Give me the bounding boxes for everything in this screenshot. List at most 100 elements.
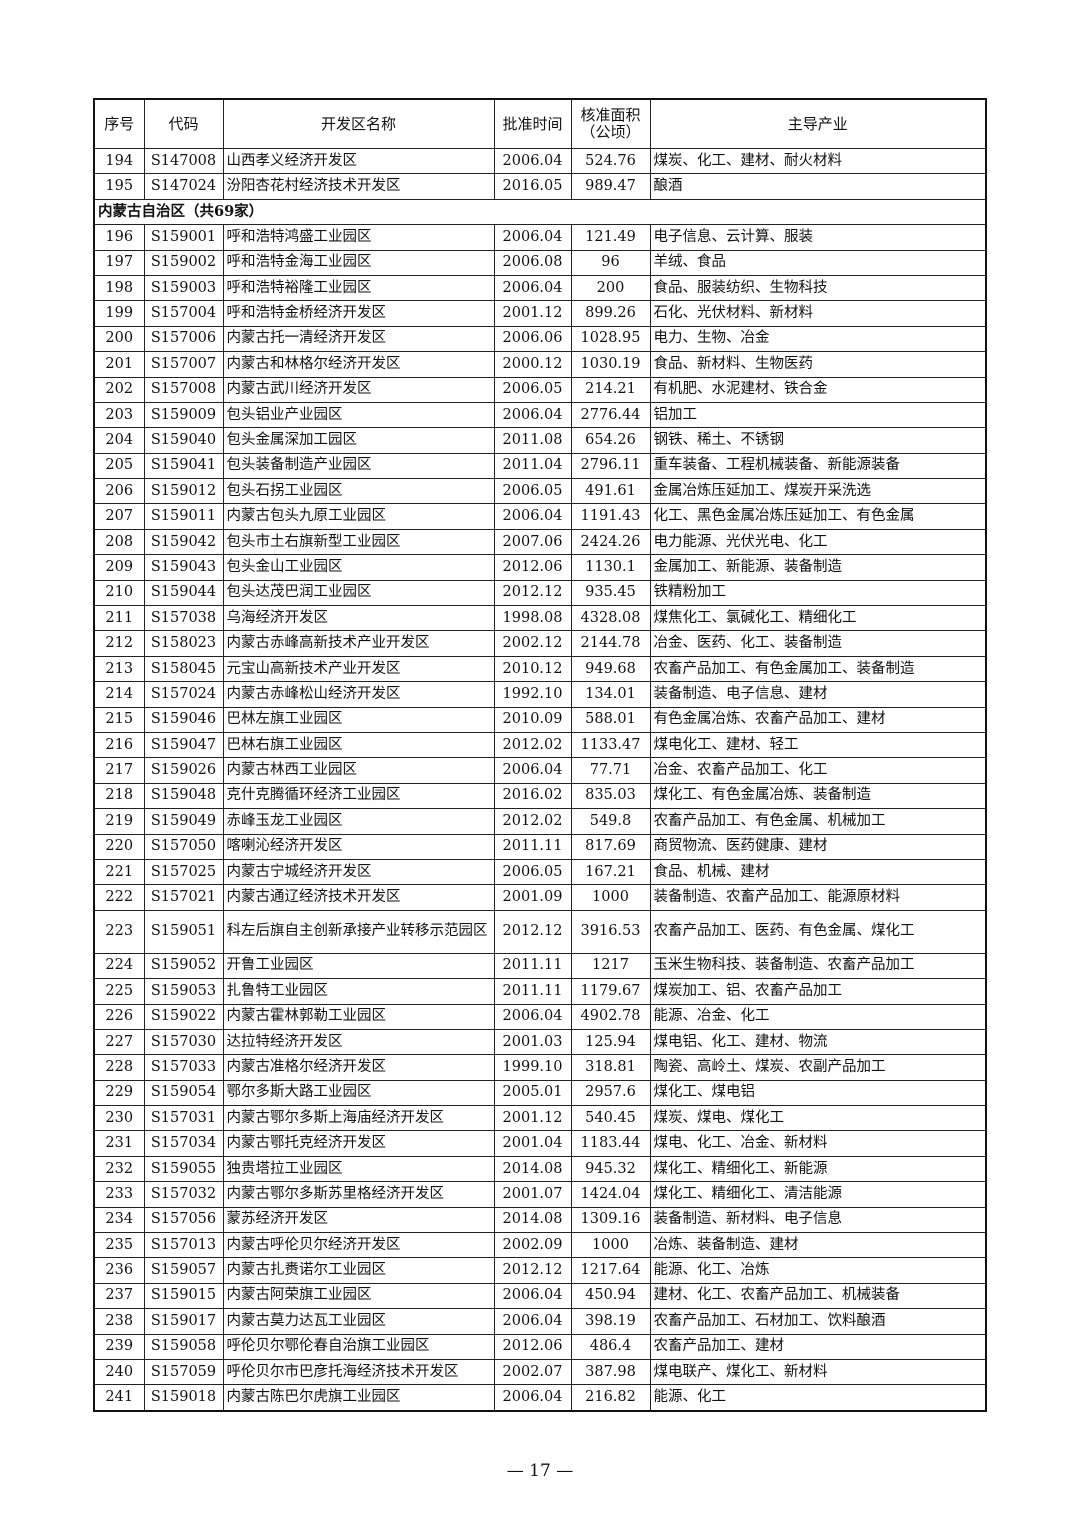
cell-zone-name: 内蒙古林西工业园区 <box>222 757 495 784</box>
cell-approval-date: 2002.09 <box>493 1232 572 1259</box>
cell-approval-date: 2001.04 <box>493 1130 572 1157</box>
cell-area: 524.76 <box>570 147 651 175</box>
cell-area: 486.4 <box>570 1333 651 1360</box>
cell-industry: 装备制造、电子信息、建材 <box>649 681 987 708</box>
table-row: 204 S159040 包头金属深加工园区 2011.08 654.26 钢铁、稀土、不锈… <box>93 427 987 454</box>
cell-serial: 219 <box>93 808 145 835</box>
cell-code: S147008 <box>143 147 224 175</box>
cell-industry: 煤炭、煤电、煤化工 <box>649 1105 987 1132</box>
cell-approval-date: 2005.01 <box>493 1079 572 1107</box>
cell-industry: 装备制造、农畜产品加工、能源原材料 <box>649 884 987 911</box>
cell-approval-date: 2012.06 <box>493 1333 572 1360</box>
cell-code: S159011 <box>143 503 224 530</box>
cell-serial: 225 <box>93 978 145 1005</box>
cell-zone-name: 内蒙古陈巴尔虎旗工业园区 <box>222 1384 495 1412</box>
table-row: 228 S157033 内蒙古准格尔经济开发区 1999.10 318.81 陶瓷、高岭土… <box>93 1054 987 1081</box>
cell-area: 2424.26 <box>570 528 651 556</box>
cell-approval-date: 2001.07 <box>493 1181 572 1208</box>
cell-approval-date: 2006.05 <box>493 376 572 403</box>
cell-area: 318.81 <box>570 1054 651 1081</box>
cell-serial: 241 <box>93 1384 145 1412</box>
cell-serial: 237 <box>93 1282 145 1310</box>
cell-approval-date: 2012.12 <box>493 909 572 954</box>
cell-code: S157032 <box>143 1181 224 1208</box>
cell-zone-name: 内蒙古阿荣旗工业园区 <box>222 1282 495 1310</box>
cell-zone-name: 包头市土右旗新型工业园区 <box>222 528 495 556</box>
cell-zone-name: 内蒙古鄂尔多斯上海庙经济开发区 <box>222 1105 495 1132</box>
cell-code: S159058 <box>143 1333 224 1360</box>
cell-industry: 羊绒、食品 <box>649 249 987 276</box>
section-row: 内蒙古自治区（共69家） <box>93 198 987 226</box>
cell-industry: 玉米生物科技、装备制造、农畜产品加工 <box>649 952 987 980</box>
cell-serial: 234 <box>93 1206 145 1234</box>
cell-approval-date: 2006.04 <box>493 1282 572 1310</box>
cell-zone-name: 独贵塔拉工业园区 <box>222 1155 495 1183</box>
cell-zone-name: 内蒙古扎赉诺尔工业园区 <box>222 1257 495 1284</box>
table-row: 220 S157050 喀喇沁经济开发区 2011.11 817.69 商贸物流、医药健康… <box>93 833 987 860</box>
cell-industry: 电子信息、云计算、服装 <box>649 224 987 251</box>
cell-area: 945.32 <box>570 1155 651 1183</box>
cell-zone-name: 扎鲁特工业园区 <box>222 978 495 1005</box>
table-row: 240 S157059 呼伦贝尔市巴彦托海经济技术开发区 2002.07 387.98 煤… <box>93 1358 987 1386</box>
cell-area: 989.47 <box>570 173 651 200</box>
table-row: 195 S147024 汾阳杏花村经济技术开发区 2016.05 989.47 酿酒 <box>93 173 987 200</box>
cell-approval-date: 2006.06 <box>493 325 572 353</box>
table-row: 234 S157056 蒙苏经济开发区 2014.08 1309.16 装备制造、新材料、… <box>93 1206 987 1234</box>
cell-code: S159009 <box>143 401 224 429</box>
cell-approval-date: 1999.10 <box>493 1054 572 1081</box>
cell-industry: 煤化工、煤电铝 <box>649 1079 987 1107</box>
cell-industry: 化工、黑色金属冶炼压延加工、有色金属 <box>649 503 987 530</box>
header-serial: 序号 <box>93 98 145 149</box>
cell-code: S157008 <box>143 376 224 403</box>
cell-zone-name: 内蒙古准格尔经济开发区 <box>222 1054 495 1081</box>
table-row: 198 S159003 呼和浩特裕隆工业园区 2006.04 200 食品、服装纺织、生物… <box>93 274 987 302</box>
cell-area: 1028.95 <box>570 325 651 353</box>
cell-zone-name: 科左后旗自主创新承接产业转移示范园区 <box>222 909 495 954</box>
cell-industry: 商贸物流、医药健康、建材 <box>649 833 987 860</box>
cell-area: 77.71 <box>570 757 651 784</box>
cell-code: S159001 <box>143 224 224 251</box>
table-row: 217 S159026 内蒙古林西工业园区 2006.04 77.71 冶金、农畜产品加工… <box>93 757 987 784</box>
cell-industry: 冶炼、装备制造、建材 <box>649 1232 987 1259</box>
cell-zone-name: 呼和浩特鸿盛工业园区 <box>222 224 495 251</box>
cell-serial: 217 <box>93 757 145 784</box>
cell-serial: 203 <box>93 401 145 429</box>
cell-industry: 石化、光伏材料、新材料 <box>649 300 987 327</box>
cell-industry: 冶金、农畜产品加工、化工 <box>649 757 987 784</box>
cell-industry: 农畜产品加工、石材加工、饮料酿酒 <box>649 1308 987 1335</box>
cell-code: S159003 <box>143 274 224 302</box>
cell-area: 654.26 <box>570 427 651 454</box>
cell-code: S157033 <box>143 1054 224 1081</box>
cell-code: S159054 <box>143 1079 224 1107</box>
header-approved-area: 核准面积（公顷） <box>570 98 651 149</box>
cell-area: 1309.16 <box>570 1206 651 1234</box>
table-row: 237 S159015 内蒙古阿荣旗工业园区 2006.04 450.94 建材、化工、农… <box>93 1282 987 1310</box>
cell-industry: 煤炭、化工、建材、耐火材料 <box>649 147 987 175</box>
table-row: 239 S159058 呼伦贝尔鄂伦春自治旗工业园区 2012.06 486.4 农畜产品… <box>93 1333 987 1360</box>
cell-industry: 煤化工、有色金属冶炼、装备制造 <box>649 782 987 810</box>
cell-code: S159015 <box>143 1282 224 1310</box>
cell-approval-date: 2007.06 <box>493 528 572 556</box>
cell-industry: 食品、服装纺织、生物科技 <box>649 274 987 302</box>
cell-area: 1000 <box>570 1232 651 1259</box>
cell-approval-date: 2011.11 <box>493 952 572 980</box>
cell-industry: 铁精粉加工 <box>649 579 987 607</box>
cell-industry: 电力能源、光伏光电、化工 <box>649 528 987 556</box>
table-row: 235 S157013 内蒙古呼伦贝尔经济开发区 2002.09 1000 冶炼、装备制造… <box>93 1232 987 1259</box>
cell-area: 3916.53 <box>570 909 651 954</box>
cell-serial: 226 <box>93 1003 145 1030</box>
table-row: 201 S157007 内蒙古和林格尔经济开发区 2000.12 1030.19 食品、新… <box>93 351 987 378</box>
cell-serial: 222 <box>93 884 145 911</box>
table-row: 210 S159044 包头达茂巴润工业园区 2012.12 935.45 铁精粉加工 <box>93 579 987 607</box>
cell-zone-name: 包头达茂巴润工业园区 <box>222 579 495 607</box>
cell-zone-name: 包头石拐工业园区 <box>222 478 495 505</box>
cell-code: S157007 <box>143 351 224 378</box>
cell-approval-date: 2006.04 <box>493 1384 572 1412</box>
cell-area: 899.26 <box>570 300 651 327</box>
cell-code: S159026 <box>143 757 224 784</box>
table-row: 216 S159047 巴林右旗工业园区 2012.02 1133.47 煤电化工、建材、… <box>93 731 987 759</box>
cell-area: 216.82 <box>570 1384 651 1412</box>
cell-serial: 223 <box>93 909 145 954</box>
cell-area: 134.01 <box>570 681 651 708</box>
cell-area: 1030.19 <box>570 351 651 378</box>
